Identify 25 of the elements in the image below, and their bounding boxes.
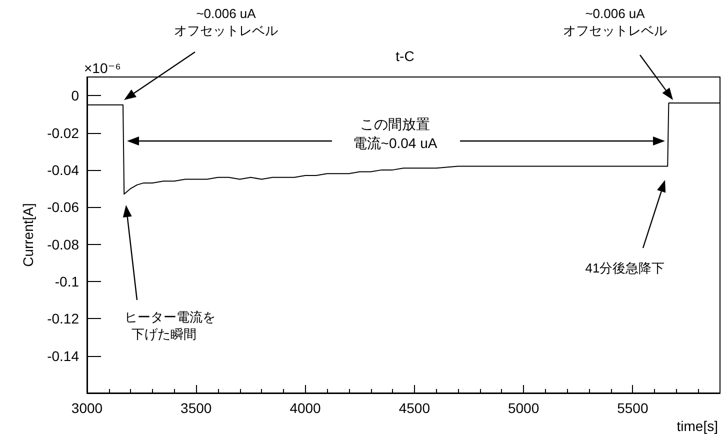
y-tick-label: -0.06	[47, 199, 80, 216]
text: ~0.006 uA オフセットレベル	[563, 6, 667, 38]
y-tick-label: -0.1	[54, 273, 80, 290]
y-tick-label: -0.08	[47, 236, 80, 252]
x-tick-label: 3000	[71, 400, 103, 416]
x-tick-label: 4500	[398, 400, 430, 416]
x-tick-label: 3500	[180, 400, 212, 416]
annotation: ヒーター電流を	[124, 310, 216, 324]
x-tick-label: 5000	[508, 400, 540, 416]
y-tick-label: -0.12	[47, 310, 80, 327]
chart-title: t-C	[396, 48, 414, 64]
annotation: 下げた瞬間	[132, 326, 196, 342]
y-tick-label: -0.14	[47, 348, 80, 364]
text: ~0.006 uA オフセットレベル	[174, 6, 278, 38]
text: ×10⁻⁶	[84, 60, 121, 76]
y-tick-label: -0.04	[47, 162, 80, 178]
y-tick-label: 0	[71, 88, 80, 104]
x-tick-label: 5500	[617, 400, 648, 416]
annotation: 電流~0.04 uA	[352, 135, 438, 151]
x-tick-label: 4000	[290, 400, 322, 416]
annotation: 41分後急降下	[585, 260, 665, 276]
x-axis-title: time[s]	[676, 418, 718, 434]
y-axis-title: Current[A]	[20, 203, 36, 267]
y-tick-label: -0.02	[47, 124, 80, 141]
annotation: この間放置	[360, 116, 430, 132]
